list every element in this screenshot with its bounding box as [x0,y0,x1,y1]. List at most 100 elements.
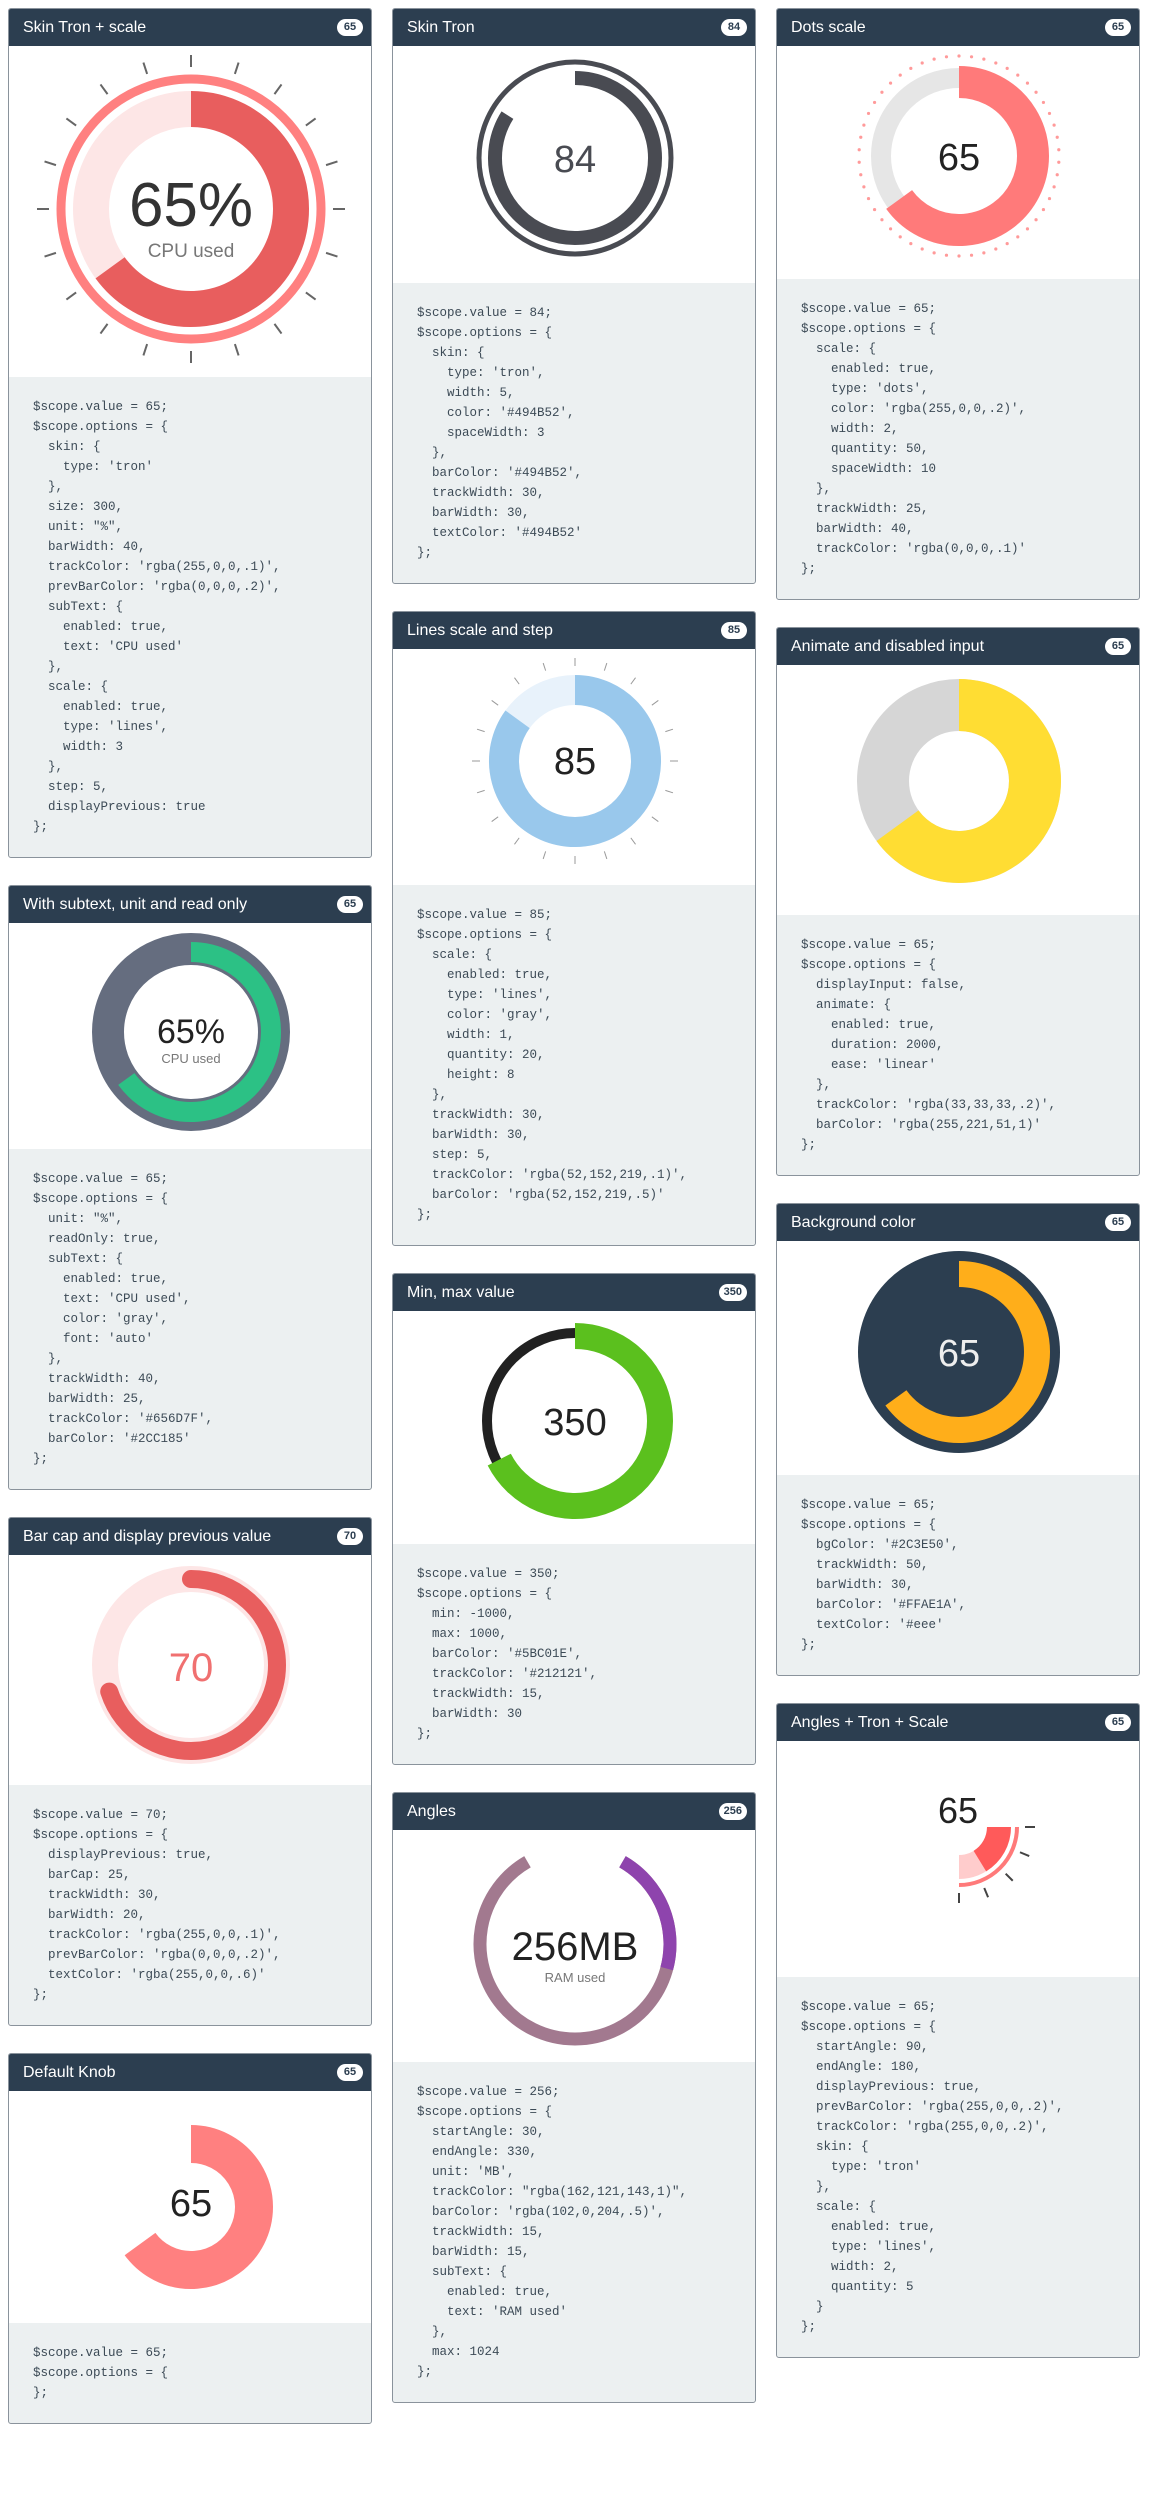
scale-dot [1016,73,1020,77]
scale-tick [99,323,109,335]
scale-tick [233,343,240,356]
scale-dot [1005,242,1009,246]
scale-dot [944,55,949,59]
knob-skin-tron-scale[interactable]: 65% CPU used [9,46,372,377]
value-badge: 70 [337,1528,363,1545]
scale-tick [651,700,659,706]
knob-scale [37,55,345,363]
knob-card-skin-tron-scale: Skin Tron + scale 65 65% CPU used $scope… [8,8,372,858]
knob-value-text: 85 [554,741,596,783]
scale-dot [857,160,861,164]
scale-dot [1025,81,1030,85]
knob-card-animate-disabled: Animate and disabled input 65 $scope.val… [776,627,1140,1176]
knob-angles[interactable]: 256MB RAM used [393,1830,756,2062]
knob-dots-scale[interactable]: 65 [777,46,1140,279]
knob-default[interactable]: 65 [9,2091,372,2323]
card-header: Background color 65 [777,1204,1139,1241]
knob-background-color[interactable]: 65 [777,1241,1140,1475]
knob-card-lines-scale-step: Lines scale and step 85 85 $scope.value … [392,611,756,1246]
code-snippet: $scope.value = 70; $scope.options = { di… [33,1808,281,2002]
scale-dot [1047,111,1052,116]
scale-tick [476,728,485,733]
knob-value-text: 65 [938,1790,978,1831]
scale-dot [1057,160,1061,164]
scale-dot [982,57,986,61]
scale-tick [603,662,608,671]
knob-min-max[interactable]: 350 [393,1311,756,1544]
scale-dot [857,148,861,152]
knob-card-subtext-readonly: With subtext, unit and read only 65 65% … [8,885,372,1490]
value-badge: 350 [718,1284,747,1301]
knob-lines-scale-step[interactable]: 85 [393,649,756,885]
code-snippet: $scope.value = 65; $scope.options = { sk… [33,400,281,834]
knob-card-min-max: Min, max value 350 350 $scope.value = 35… [392,1273,756,1765]
scale-dot [888,81,893,85]
knob-value-text: 84 [554,139,596,181]
knob-value-bar [124,2125,273,2289]
scale-tick [665,789,674,794]
card-header: Default Knob 65 [9,2054,371,2091]
value-badge: 256 [718,1803,747,1820]
knob-area: 65 [777,1741,1139,1977]
card-title: Angles + Tron + Scale [791,1714,949,1731]
scale-tick [514,677,520,685]
knob-value-text: 65% [129,171,253,240]
scale-dot [1041,207,1046,212]
card-title: Dots scale [791,19,866,36]
scale-tick [325,251,338,258]
knob-area: 256MB RAM used [393,1830,755,2062]
code-snippet: $scope.value = 256; $scope.options = { s… [417,2085,688,2379]
knob-bar-cap[interactable]: 70 [9,1555,372,1785]
scale-dot [1016,235,1020,239]
scale-dot [920,61,924,65]
value-badge: 65 [337,19,363,36]
code-snippet: $scope.value = 350; $scope.options = { m… [417,1567,598,1741]
scale-dot [872,100,877,105]
code-snippet: $scope.value = 84; $scope.options = { sk… [417,306,583,560]
knob-subtext-readonly: 65% CPU used [92,933,290,1131]
scale-dot [1047,196,1052,201]
code-snippet: $scope.value = 65; $scope.options = { bg… [801,1498,967,1652]
knob-value-text: 65 [938,1333,980,1375]
scale-tick [44,251,57,258]
knob-value-bar [487,1323,673,1519]
knob-area [777,665,1139,915]
code-snippet: $scope.value = 65; $scope.options = { di… [801,938,1057,1152]
scale-dot [862,123,866,127]
scale-dot [888,227,893,231]
knob-value-bar [100,1570,286,1760]
knob-value-bar [95,91,309,327]
value-badge: 65 [1105,638,1131,655]
scale-dot [994,61,998,65]
knob-angles-tron-scale[interactable]: 65 [777,1741,1140,1977]
value-badge: 65 [1105,19,1131,36]
knob-value-bar [489,675,661,847]
scale-dot [859,173,863,177]
column-left: Skin Tron + scale 65 65% CPU used $scope… [8,8,372,2451]
column-middle: Skin Tron 84 84 $scope.value = 84; $scop… [392,8,756,2430]
knob-area: 65% CPU used [9,46,371,377]
card-header: Animate and disabled input 65 [777,628,1139,665]
scale-dot [898,73,902,77]
scale-dot [898,235,902,239]
knob-card-bar-cap: Bar cap and display previous value 70 70… [8,1517,372,2026]
knob-area: 65 [777,46,1139,279]
knob-skin-tron[interactable]: 84 [393,46,756,283]
scale-tick [665,728,674,733]
column-right: Dots scale 65 65 $scope.value = 65; $sco… [776,8,1140,2385]
scale-dot [909,66,913,70]
scale-dot [969,253,974,257]
scale-dot [909,242,913,246]
value-badge: 65 [1105,1714,1131,1731]
knob-card-background-color: Background color 65 65 $scope.value = 65… [776,1203,1140,1676]
card-title: Skin Tron [407,19,475,36]
knob-area: 84 [393,46,755,283]
scale-tick [65,291,77,301]
scale-dot [1034,218,1038,222]
scale-dot [1052,123,1056,127]
scale-dot [969,55,974,59]
card-header: Angles + Tron + Scale 65 [777,1704,1139,1741]
knob-card-default: Default Knob 65 65 $scope.value = 65; $s… [8,2053,372,2424]
scale-tick [305,117,317,127]
knob-animate-disabled[interactable] [777,665,1140,915]
